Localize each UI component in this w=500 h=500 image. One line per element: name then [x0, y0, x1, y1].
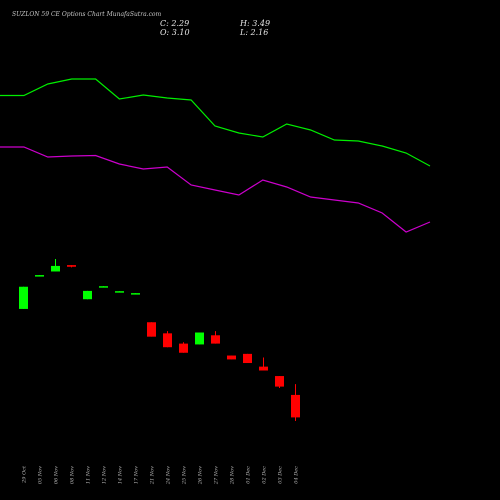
candle-body [131, 293, 140, 295]
x-tick-label: 28 Nov [230, 466, 236, 485]
x-tick-label: 02 Dec [262, 466, 268, 484]
x-tick-label: 01 Dec [246, 466, 252, 484]
candle-body [51, 265, 60, 272]
candle-body [19, 286, 28, 309]
upper-band-line [0, 78, 431, 167]
candle-body [115, 291, 124, 293]
x-tick-label: 29 Oct [22, 465, 28, 484]
x-tick-label: 27 Nov [214, 466, 220, 485]
x-tick-label: 12 Nov [102, 466, 108, 484]
high-value: H: 3.49 [240, 19, 271, 28]
chart-title: SUZLON 59 CE Options Chart MunafaSutra.c… [12, 11, 162, 18]
low-value: L: 2.16 [240, 28, 269, 37]
candle-body [275, 376, 284, 387]
x-tick-label: 24 Nov [166, 466, 172, 485]
candle-body [147, 322, 156, 337]
x-tick-label: 25 Nov [182, 466, 188, 485]
x-tick-label: 14 Nov [118, 466, 124, 484]
x-tick-label: 05 Nov [38, 466, 44, 484]
open-value: O: 3.10 [160, 28, 190, 37]
candle-body [211, 335, 220, 344]
candle-body [243, 353, 252, 364]
x-tick-label: 03 Dec [278, 466, 284, 484]
candle-body [259, 366, 268, 371]
candle-body [227, 355, 236, 360]
candle-body [179, 343, 188, 353]
x-tick-label: 04 Dec [294, 466, 300, 484]
x-tick-label: 08 Nov [70, 466, 76, 484]
x-tick-label: 17 Nov [134, 466, 140, 484]
candle-body [83, 290, 92, 300]
candle-body [291, 394, 300, 418]
candle-body [67, 265, 76, 267]
candle-body [195, 332, 204, 345]
candle-body [163, 333, 172, 348]
x-tick-label: 21 Nov [150, 466, 156, 485]
candle-body [99, 286, 108, 288]
x-tick-label: 26 Nov [198, 466, 204, 485]
candle-body [35, 275, 44, 277]
lower-band-line [0, 146, 431, 233]
close-value: C: 2.29 [160, 19, 190, 28]
x-tick-label: 11 Nov [86, 466, 92, 484]
x-tick-label: 06 Nov [54, 466, 60, 484]
